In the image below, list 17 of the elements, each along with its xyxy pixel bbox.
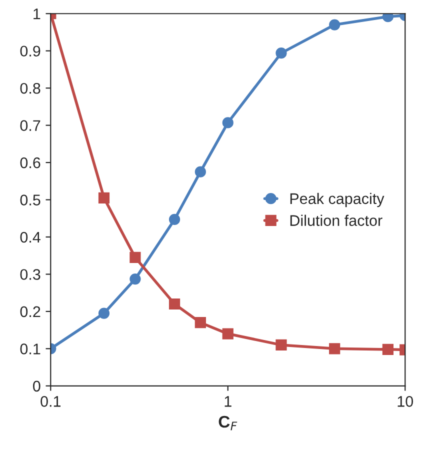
x-axis-title: C$_{F}$ bbox=[218, 416, 238, 430]
y-tick-label: 0.3 bbox=[20, 269, 40, 280]
y-tick-label: 0.1 bbox=[20, 344, 40, 354]
y-tick-label: 0.4 bbox=[20, 232, 40, 243]
x-tick-label: 0.1 bbox=[40, 396, 61, 407]
legend-label: Peak capacity bbox=[290, 192, 384, 208]
y-tick-label: 0 bbox=[33, 380, 40, 392]
y-tick-label: 0.2 bbox=[20, 306, 40, 318]
y-tick-label: 1 bbox=[34, 8, 40, 20]
y-tick-label: 0.5 bbox=[20, 194, 40, 206]
legend-label: Dilution factor bbox=[290, 214, 382, 226]
y-tick-label: 0.6 bbox=[20, 157, 40, 168]
y-tick-label: 0.8 bbox=[20, 82, 40, 94]
y-tick-label: 0.9 bbox=[20, 46, 40, 57]
y-tick-label: 0.7 bbox=[20, 120, 40, 131]
x-tick-label: 1 bbox=[224, 396, 232, 407]
x-tick-label: 10 bbox=[398, 396, 414, 407]
